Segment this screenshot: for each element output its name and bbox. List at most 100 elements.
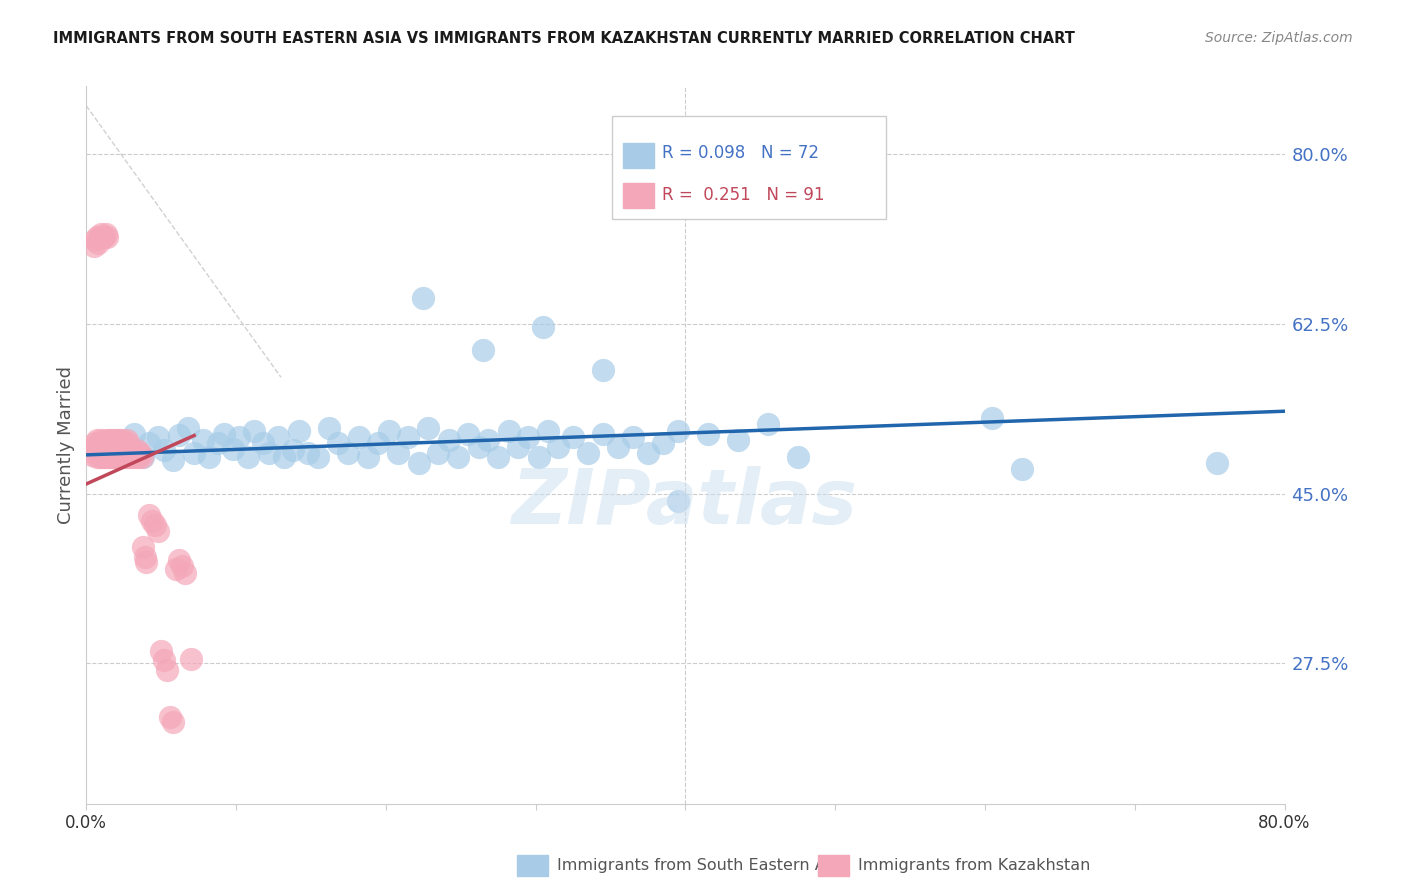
Point xyxy=(212,426,235,441)
Point xyxy=(91,440,114,454)
Point xyxy=(118,450,141,464)
Point xyxy=(111,440,134,454)
Point xyxy=(318,421,340,435)
Point xyxy=(347,430,370,444)
Point xyxy=(531,319,554,334)
Point xyxy=(367,436,389,450)
Y-axis label: Currently Married: Currently Married xyxy=(58,367,75,524)
Point xyxy=(89,229,111,244)
Point xyxy=(120,443,142,458)
Point xyxy=(387,446,409,460)
Point xyxy=(94,434,117,448)
Point xyxy=(666,424,689,438)
Point xyxy=(486,450,509,464)
Point xyxy=(103,450,125,464)
Point xyxy=(96,436,118,450)
Point xyxy=(222,442,245,456)
Point xyxy=(127,443,149,458)
Text: Source: ZipAtlas.com: Source: ZipAtlas.com xyxy=(1205,31,1353,45)
Text: ZIPatlas: ZIPatlas xyxy=(512,466,859,540)
Point xyxy=(156,663,179,677)
Point xyxy=(174,566,197,581)
Point xyxy=(107,434,129,448)
Point xyxy=(756,417,779,431)
Point xyxy=(121,450,143,464)
Point xyxy=(83,239,105,253)
Point xyxy=(98,450,121,464)
Point xyxy=(408,456,430,470)
Point xyxy=(112,450,135,464)
Point xyxy=(592,362,614,376)
Point xyxy=(91,229,114,244)
Point xyxy=(117,436,139,450)
Point xyxy=(506,440,529,454)
Point xyxy=(472,343,495,358)
Point xyxy=(103,446,125,460)
Point xyxy=(89,436,111,450)
Point xyxy=(104,440,127,454)
Point xyxy=(243,424,266,438)
Point xyxy=(103,448,125,462)
Point xyxy=(159,709,181,723)
Point xyxy=(128,450,150,464)
Point xyxy=(104,450,127,464)
Point xyxy=(337,446,360,460)
Point xyxy=(607,440,630,454)
Point xyxy=(396,430,419,444)
Point xyxy=(457,426,479,441)
Point xyxy=(666,494,689,508)
Point xyxy=(177,421,200,435)
Point xyxy=(536,424,558,438)
Point xyxy=(183,446,205,460)
Point xyxy=(981,411,1004,425)
Point xyxy=(527,450,550,464)
Point xyxy=(105,446,128,460)
Point xyxy=(122,446,145,460)
Point xyxy=(131,450,153,464)
Point xyxy=(93,446,115,460)
Point xyxy=(82,448,104,462)
Point xyxy=(198,450,221,464)
Point xyxy=(138,436,160,450)
Point xyxy=(267,430,290,444)
Point xyxy=(297,446,319,460)
Point xyxy=(86,229,108,244)
Point xyxy=(98,436,121,450)
Point xyxy=(143,517,166,532)
Point xyxy=(228,430,250,444)
Point xyxy=(576,446,599,460)
Point xyxy=(112,436,135,450)
Point xyxy=(1206,456,1229,470)
Point xyxy=(696,426,718,441)
Point xyxy=(114,450,136,464)
Text: Immigrants from South Eastern Asia: Immigrants from South Eastern Asia xyxy=(557,858,848,872)
Point xyxy=(89,450,111,464)
Point xyxy=(91,450,114,464)
Point xyxy=(162,452,184,467)
Point xyxy=(167,428,190,442)
Point xyxy=(547,440,569,454)
Point xyxy=(162,714,184,729)
Point xyxy=(117,450,139,464)
Point xyxy=(153,653,176,667)
Point xyxy=(180,651,202,665)
Point xyxy=(94,443,117,458)
Point xyxy=(84,436,107,450)
Text: IMMIGRANTS FROM SOUTH EASTERN ASIA VS IMMIGRANTS FROM KAZAKHSTAN CURRENTLY MARRI: IMMIGRANTS FROM SOUTH EASTERN ASIA VS IM… xyxy=(53,31,1076,46)
Point xyxy=(87,236,110,251)
Point xyxy=(100,443,122,458)
Point xyxy=(257,446,280,460)
Point xyxy=(87,446,110,460)
Point xyxy=(357,450,380,464)
Point xyxy=(416,421,439,435)
Point xyxy=(326,436,349,450)
Point xyxy=(592,426,614,441)
Point xyxy=(191,434,214,448)
Point xyxy=(97,434,120,448)
Point xyxy=(97,446,120,460)
Point xyxy=(273,450,295,464)
Point xyxy=(90,446,112,460)
Point xyxy=(172,559,194,574)
Point xyxy=(86,450,108,464)
Point xyxy=(138,508,160,522)
